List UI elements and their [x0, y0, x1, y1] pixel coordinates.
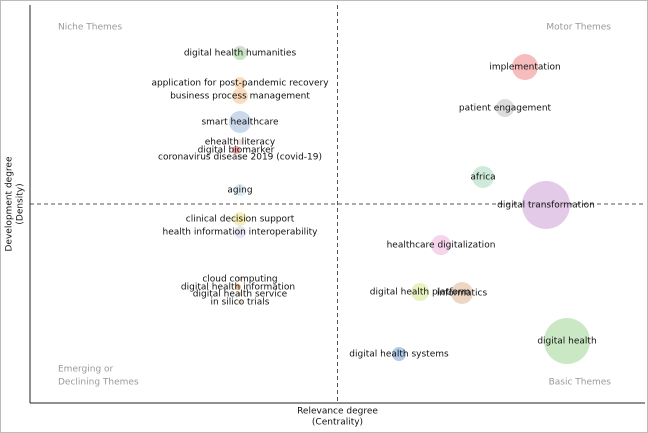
quadrant-label: Niche Themes — [58, 23, 122, 33]
theme-bubble — [512, 54, 538, 80]
theme-label: digital transformation — [497, 201, 595, 211]
theme-bubble — [238, 300, 242, 304]
theme-label: clinical decision support — [186, 215, 295, 225]
theme-label: africa — [470, 173, 495, 183]
theme-bubble — [234, 226, 246, 238]
theme-bubble — [237, 139, 243, 145]
theme-bubble — [238, 277, 242, 281]
theme-label: informatics — [437, 289, 488, 299]
theme-bubble — [544, 318, 590, 364]
quadrant-label: Basic Themes — [549, 378, 612, 388]
y-axis-label: (Density) — [16, 183, 26, 224]
theme-label: digital health systems — [349, 350, 449, 360]
theme-label: smart healthcare — [201, 118, 279, 128]
theme-label: implementation — [489, 63, 560, 73]
theme-bubble — [234, 77, 246, 89]
theme-bubble — [411, 283, 429, 301]
theme-bubble — [232, 88, 248, 104]
theme-bubble — [472, 166, 494, 188]
theme-label: ehealth literacy — [205, 138, 276, 148]
theme-label: digital health information — [181, 283, 295, 293]
theme-label: coronavirus disease 2019 (covid-19) — [158, 153, 322, 163]
theme-bubble — [233, 46, 247, 60]
theme-label: digital health service — [193, 290, 288, 300]
theme-bubble — [496, 99, 514, 117]
quadrant-label: Emerging or — [58, 365, 114, 375]
theme-label: health information interoperability — [163, 228, 319, 238]
quadrant-label: Motor Themes — [546, 23, 611, 33]
theme-label: business process management — [170, 92, 310, 102]
theme-bubble — [232, 146, 240, 154]
theme-label: digital health humanities — [184, 49, 297, 59]
theme-label: patient engagement — [459, 104, 552, 114]
theme-label: application for post-pandemic recovery — [151, 79, 329, 89]
theme-bubble — [233, 212, 247, 226]
theme-bubble — [237, 154, 243, 160]
theme-label: cloud computing — [202, 275, 277, 285]
theme-label: digital health — [537, 337, 596, 347]
x-axis-label: Relevance degree — [297, 407, 378, 417]
theme-bubble — [522, 181, 570, 229]
theme-bubble — [431, 235, 451, 255]
quadrant-label: Declining Themes — [58, 378, 139, 388]
y-axis-label: Development degree — [5, 156, 15, 251]
theme-label: aging — [227, 186, 252, 196]
theme-label: in silico trials — [210, 298, 269, 308]
theme-bubble — [229, 111, 251, 133]
theme-bubble — [235, 284, 241, 290]
theme-label: healthcare digitalization — [387, 241, 496, 251]
x-axis-label: (Centrality) — [312, 418, 363, 428]
theme-bubble — [238, 292, 242, 296]
theme-bubble — [451, 282, 473, 304]
theme-bubble — [234, 184, 246, 196]
theme-label: digital health platform — [370, 288, 470, 298]
theme-bubble — [392, 347, 406, 361]
theme-label: digital biomarker — [198, 146, 275, 156]
